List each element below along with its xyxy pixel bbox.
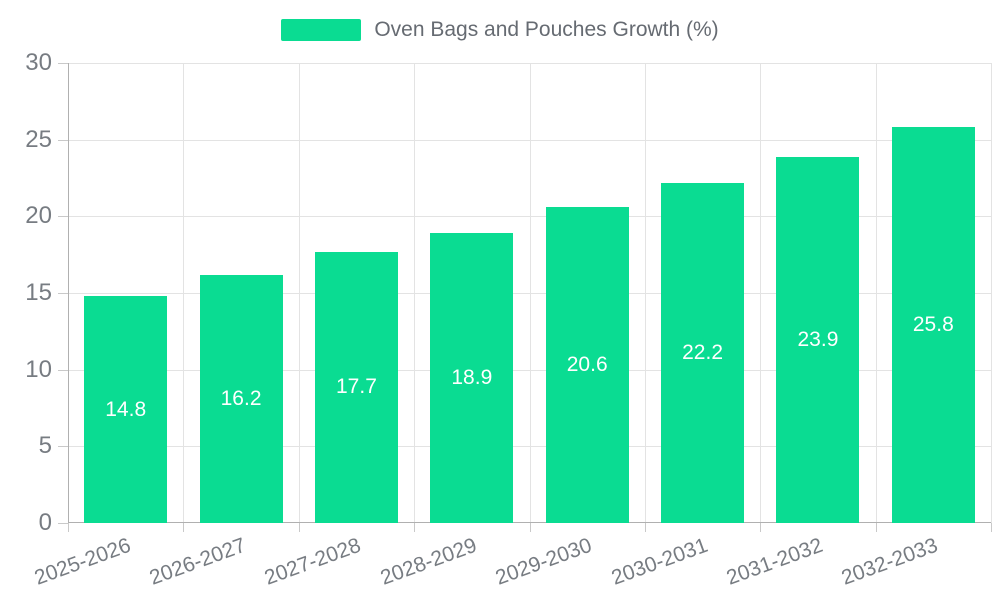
y-axis-tick-label: 10 [25, 355, 52, 383]
x-axis-tick [644, 523, 646, 532]
x-gridline [760, 63, 762, 523]
x-axis-tick [875, 523, 877, 532]
bar [84, 296, 168, 523]
x-axis-tick [68, 523, 69, 532]
x-axis-tick-label-text: 2025-2026 [31, 533, 134, 590]
y-axis-tick [58, 216, 68, 218]
legend-series-label[interactable]: Oven Bags and Pouches Growth (%) [374, 18, 719, 41]
bar [545, 207, 629, 523]
x-gridline [183, 63, 185, 523]
legend-swatch-icon[interactable] [281, 19, 362, 41]
bar-value-label: 20.6 [566, 353, 608, 377]
bar-value-label: 14.8 [105, 397, 147, 421]
y-axis-tick [58, 63, 68, 64]
bar [661, 182, 745, 523]
bar [199, 274, 283, 523]
bar [891, 127, 975, 523]
y-axis-tick [58, 293, 68, 294]
x-gridline [529, 63, 531, 523]
y-axis-tick [58, 523, 68, 524]
y-axis-tick-label: 30 [25, 49, 52, 76]
x-axis-tick [991, 523, 992, 532]
x-axis-tick-label: 2032-2033 [839, 533, 1000, 590]
y-axis-tick-label: 15 [25, 279, 52, 306]
x-axis-tick [760, 523, 762, 532]
x-gridline [298, 63, 300, 523]
y-axis-line [68, 63, 69, 523]
bar-value-label: 16.2 [220, 386, 262, 410]
x-axis-line [68, 522, 991, 523]
x-gridline [875, 63, 877, 523]
x-axis-tick [414, 523, 416, 532]
y-axis-tick-label: 20 [25, 202, 52, 230]
bar [314, 251, 398, 523]
bar-value-label: 18.9 [451, 366, 493, 390]
y-axis-tick [58, 139, 68, 141]
bar-value-label: 22.2 [682, 340, 723, 364]
bar-value-label: 17.7 [336, 375, 377, 399]
x-axis-tick [529, 523, 531, 532]
y-axis-tick [58, 446, 68, 448]
bar [430, 233, 514, 523]
x-axis-tick [183, 523, 185, 532]
y-axis-tick-label: 5 [38, 432, 52, 460]
y-axis-tick-label: 25 [25, 125, 52, 153]
x-gridline [991, 63, 992, 523]
bar-value-label: 23.9 [797, 327, 839, 351]
x-gridline [644, 63, 646, 523]
x-axis-tick [298, 523, 300, 532]
bar-value-label: 25.8 [912, 313, 954, 337]
chart-legend[interactable]: Oven Bags and Pouches Growth (%) [0, 18, 1000, 42]
x-gridline [414, 63, 416, 523]
y-axis-tick [58, 369, 68, 371]
y-axis-tick-label: 0 [38, 509, 52, 536]
bar [776, 156, 860, 523]
plot-area: 0 5 10 15 20 25 30 14.8 2025-2026 16.2 2026-2027 17… [25, 49, 992, 590]
